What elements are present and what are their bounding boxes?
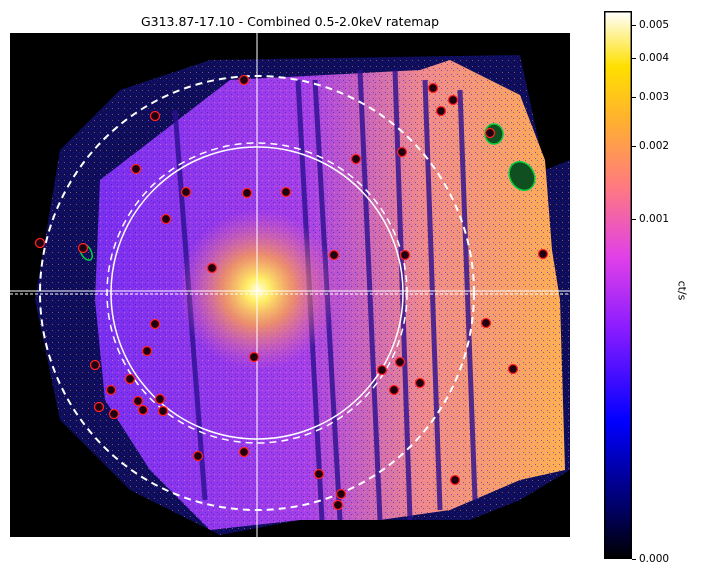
exposure-region xyxy=(95,60,565,530)
colorbar-tick xyxy=(632,559,636,560)
point-source-marker xyxy=(157,405,169,417)
point-source-marker xyxy=(376,364,388,376)
point-source-marker xyxy=(350,153,362,165)
point-source-marker xyxy=(447,94,459,106)
point-source-regions xyxy=(34,74,549,511)
colorbar-tick-label: 0.002 xyxy=(639,140,670,153)
point-source-marker xyxy=(149,318,161,330)
colorbar xyxy=(604,11,632,559)
point-source-marker xyxy=(34,237,46,249)
point-source-marker xyxy=(108,408,120,420)
colorbar-label: ct/s xyxy=(670,270,694,310)
point-source-marker xyxy=(160,213,172,225)
colorbar-tick-label: 0.000 xyxy=(639,553,670,565)
point-source-marker xyxy=(394,356,406,368)
colorbar-tick xyxy=(632,57,636,59)
point-source-marker xyxy=(192,450,204,462)
point-source-marker xyxy=(124,373,136,385)
point-source-marker xyxy=(537,248,549,260)
point-source-marker xyxy=(484,127,496,139)
point-source-marker xyxy=(77,242,89,254)
point-source-marker xyxy=(332,499,344,511)
point-source-marker xyxy=(328,249,340,261)
point-source-marker xyxy=(180,186,192,198)
point-source-marker xyxy=(248,351,260,363)
point-source-marker xyxy=(130,163,142,175)
colorbar-tick-label: 0.003 xyxy=(639,90,670,103)
colorbar-tick xyxy=(632,146,636,148)
point-source-marker xyxy=(89,359,101,371)
colorbar-tick-label: 0.001 xyxy=(639,212,670,225)
outer-dashed-circle xyxy=(39,75,475,511)
crosshair xyxy=(10,33,570,537)
point-source-marker xyxy=(238,446,250,458)
point-source-marker xyxy=(427,82,439,94)
point-source-marker xyxy=(241,187,253,199)
point-source-marker xyxy=(154,393,166,405)
point-source-marker xyxy=(480,317,492,329)
point-source-marker xyxy=(335,488,347,500)
point-source-marker xyxy=(137,404,149,416)
point-source-marker xyxy=(507,363,519,375)
chart-title: G313.87-17.10 - Combined 0.5-2.0keV rate… xyxy=(140,14,440,29)
point-source-marker xyxy=(414,377,426,389)
point-source-marker xyxy=(399,249,411,261)
point-source-marker xyxy=(132,395,144,407)
extended-source-regions xyxy=(79,123,536,261)
point-source-marker xyxy=(280,186,292,198)
point-source-marker xyxy=(141,345,153,357)
colorbar-tick xyxy=(632,96,636,98)
point-source-marker xyxy=(313,468,325,480)
point-source-marker xyxy=(149,110,161,122)
point-source-marker xyxy=(206,262,218,274)
colorbar-label-text: ct/s xyxy=(675,280,689,300)
colorbar-tick xyxy=(632,218,636,220)
point-source-marker xyxy=(449,474,461,486)
colorbar-tick-label: 0.004 xyxy=(639,51,670,64)
point-source-marker xyxy=(388,384,400,396)
point-source-marker xyxy=(238,74,250,86)
colorbar-tick xyxy=(632,25,636,27)
middle-dashed-circle xyxy=(106,142,408,444)
colorbar-tick-label: 0.005 xyxy=(639,19,670,32)
inner-solid-circle xyxy=(110,146,404,440)
point-source-marker xyxy=(105,384,117,396)
point-source-marker xyxy=(396,146,408,158)
point-source-marker xyxy=(435,105,447,117)
point-source-marker xyxy=(93,401,105,413)
